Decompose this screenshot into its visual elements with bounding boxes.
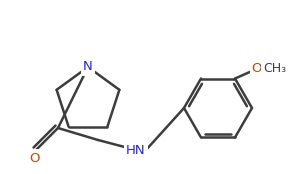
Text: O: O [29, 152, 39, 164]
Text: HN: HN [126, 144, 146, 157]
Text: O: O [252, 62, 262, 75]
Text: CH₃: CH₃ [263, 62, 287, 75]
Text: N: N [83, 61, 93, 73]
